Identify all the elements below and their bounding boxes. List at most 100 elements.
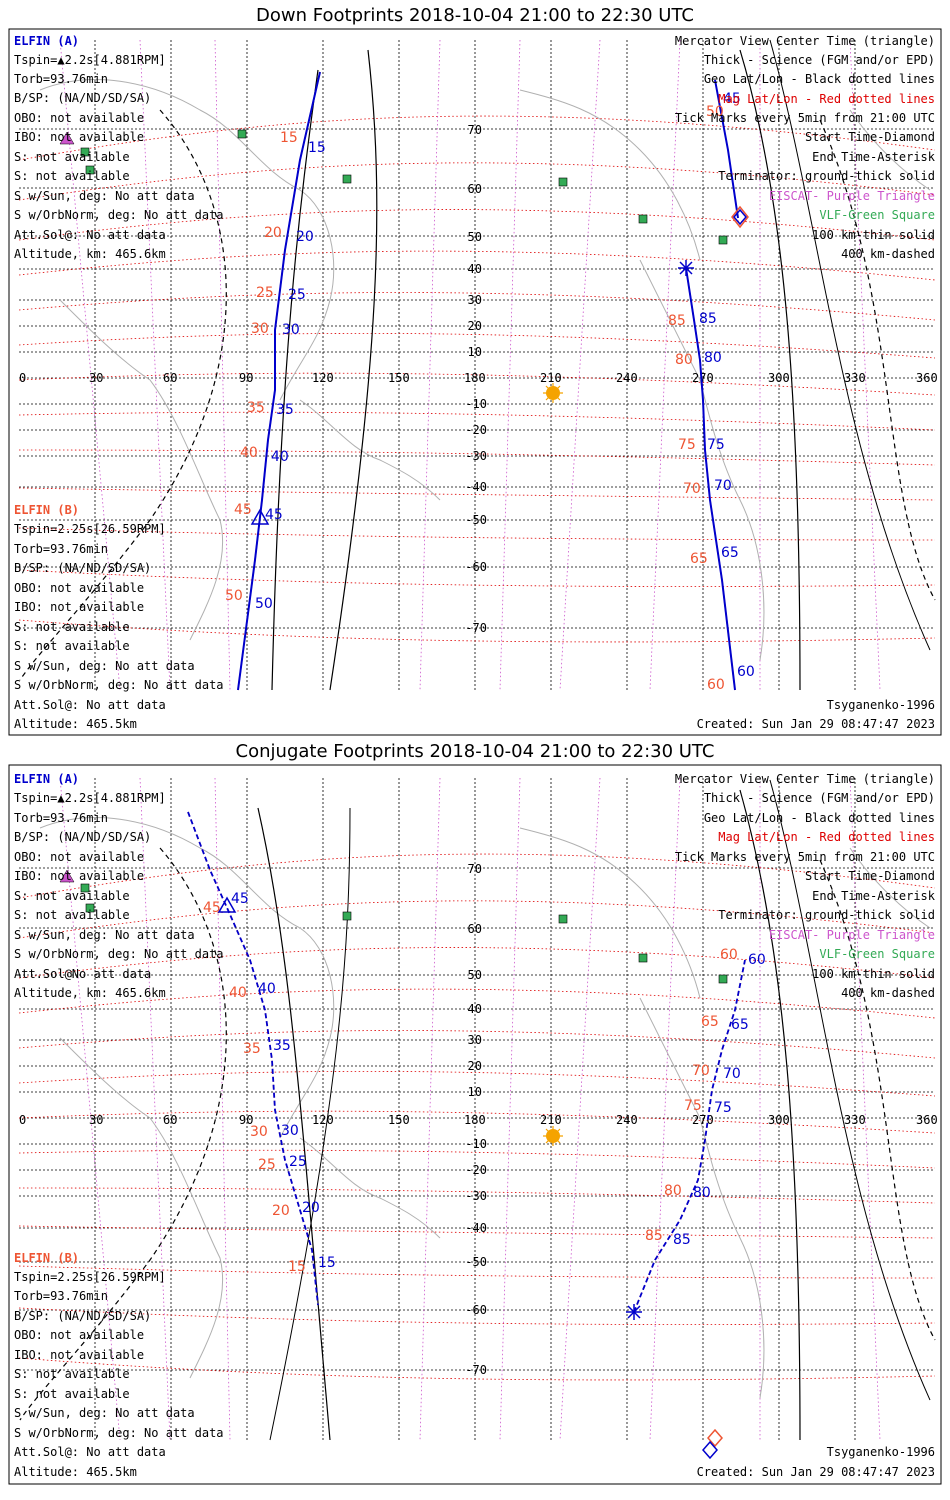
svg-text:Start Time-Diamond: Start Time-Diamond xyxy=(805,130,935,144)
svg-text:S: not available: S: not available xyxy=(14,620,130,634)
svg-text:85: 85 xyxy=(645,1228,663,1244)
svg-text:50: 50 xyxy=(706,104,724,120)
svg-text:50: 50 xyxy=(225,588,243,604)
start-diamond-icon xyxy=(731,205,749,229)
lon-tick: 120 xyxy=(312,371,334,385)
lat-tick: -50 xyxy=(465,1255,487,1269)
svg-text:Tick Marks every 5min from 21:: Tick Marks every 5min from 21:00 UTC xyxy=(675,850,935,864)
vlf-square xyxy=(85,903,95,913)
svg-text:Thick - Science (FGM and/or EP: Thick - Science (FGM and/or EPD) xyxy=(704,53,935,67)
svg-text:80: 80 xyxy=(675,352,693,368)
svg-text:25: 25 xyxy=(256,285,274,301)
svg-text:40: 40 xyxy=(271,449,289,465)
svg-text:Tspin=▲2.2s[4.881RPM]: Tspin=▲2.2s[4.881RPM] xyxy=(14,53,166,67)
svg-text:45: 45 xyxy=(231,891,249,907)
svg-text:OBO: not available: OBO: not available xyxy=(14,1328,144,1342)
svg-text:Mercator View Center Time (tri: Mercator View Center Time (triangle) xyxy=(675,772,935,786)
model-label: Tsyganenko-1996 xyxy=(827,1445,935,1459)
end-asterisk-icon xyxy=(626,1304,642,1320)
svg-text:70: 70 xyxy=(723,1066,741,1082)
svg-text:40: 40 xyxy=(229,985,247,1001)
svg-text:S w/OrbNorm, deg: No att data: S w/OrbNorm, deg: No att data xyxy=(14,678,224,692)
elfin-b-info: ELFIN (B) Tspin=2.25s[26.59RPM] Torb=93.… xyxy=(14,1251,224,1479)
svg-text:25: 25 xyxy=(289,1154,307,1170)
svg-text:60: 60 xyxy=(737,664,755,680)
svg-text:Altitude, km: 465.6km: Altitude, km: 465.6km xyxy=(14,986,166,1000)
svg-text:400 km-dashed: 400 km-dashed xyxy=(841,986,935,1000)
eiscat-triangle xyxy=(59,869,75,883)
mag-grid xyxy=(18,115,936,643)
elfin-a-track xyxy=(237,71,321,691)
svg-text:25: 25 xyxy=(258,1157,276,1173)
svg-text:IBO: not available: IBO: not available xyxy=(14,869,144,883)
lat-tick: -70 xyxy=(465,1363,487,1377)
lon-tick: 90 xyxy=(239,371,253,385)
svg-text:15: 15 xyxy=(318,1255,336,1271)
svg-text:Altitude: 465.5km: Altitude: 465.5km xyxy=(14,1465,137,1479)
elfin-tracks xyxy=(187,811,746,1313)
created-label: Created: Sun Jan 29 08:47:47 2023 xyxy=(697,1465,935,1479)
svg-text:Mag Lat/Lon - Red dotted lines: Mag Lat/Lon - Red dotted lines xyxy=(718,830,935,844)
svg-text:20: 20 xyxy=(296,229,314,245)
svg-text:100 km-thin solid: 100 km-thin solid xyxy=(812,967,935,981)
svg-text:30: 30 xyxy=(251,321,269,337)
lat-tick: -20 xyxy=(465,423,487,437)
panel-title: Down Footprints 2018-10-04 21:00 to 22:3… xyxy=(256,5,694,26)
lon-tick: 120 xyxy=(312,1113,334,1127)
svg-text:75: 75 xyxy=(678,437,696,453)
vlf-square xyxy=(237,129,247,139)
elfin-b-marks-right: 60 65 70 75 80 85 xyxy=(645,947,738,1244)
svg-text:S w/OrbNorm, deg: No att data: S w/OrbNorm, deg: No att data xyxy=(14,208,224,222)
svg-text:Mercator View Center Time (tri: Mercator View Center Time (triangle) xyxy=(675,34,935,48)
svg-text:45: 45 xyxy=(203,900,221,916)
svg-text:IBO: not available: IBO: not available xyxy=(14,600,144,614)
svg-text:S: not available: S: not available xyxy=(14,908,130,922)
legend: Mercator View Center Time (triangle) Thi… xyxy=(675,772,936,1000)
svg-text:80: 80 xyxy=(693,1185,711,1201)
svg-text:35: 35 xyxy=(273,1038,291,1054)
svg-text:Altitude, km: 465.6km: Altitude, km: 465.6km xyxy=(14,247,166,261)
svg-text:15: 15 xyxy=(280,130,298,146)
svg-text:OBO: not available: OBO: not available xyxy=(14,111,144,125)
svg-text:60: 60 xyxy=(707,677,725,693)
svg-text:EISCAT- Purple Triangle: EISCAT- Purple Triangle xyxy=(769,928,935,942)
lat-tick: 50 xyxy=(468,968,482,982)
svg-text:65: 65 xyxy=(701,1014,719,1030)
elfin-a-track-right xyxy=(685,267,736,691)
svg-text:Mag Lat/Lon - Red dotted lines: Mag Lat/Lon - Red dotted lines xyxy=(718,92,935,106)
svg-text:35: 35 xyxy=(247,400,265,416)
elfin-b-name: ELFIN (B) xyxy=(14,1251,79,1265)
lon-tick: 60 xyxy=(163,371,177,385)
svg-text:B/SP: (NA/ND/SD/SA): B/SP: (NA/ND/SD/SA) xyxy=(14,561,151,575)
lat-tick: -20 xyxy=(465,1163,487,1177)
lat-tick: -30 xyxy=(465,449,487,463)
svg-text:B/SP: (NA/ND/SD/SA): B/SP: (NA/ND/SD/SA) xyxy=(14,1309,151,1323)
mag-grid xyxy=(18,853,936,1381)
center-triangle-icon xyxy=(250,508,270,525)
svg-text:85: 85 xyxy=(668,313,686,329)
svg-text:Att.Sol@: No att data: Att.Sol@: No att data xyxy=(14,1445,166,1459)
svg-text:85: 85 xyxy=(673,1232,691,1248)
vlf-square xyxy=(638,953,648,963)
lat-tick: -10 xyxy=(465,397,487,411)
svg-text:70: 70 xyxy=(714,478,732,494)
svg-text:45: 45 xyxy=(265,507,283,523)
vlf-square xyxy=(558,177,568,187)
svg-text:S w/Sun, deg: No att data: S w/Sun, deg: No att data xyxy=(14,189,195,203)
svg-text:45: 45 xyxy=(723,91,741,107)
vlf-stations xyxy=(80,883,728,984)
svg-text:VLF-Green Square: VLF-Green Square xyxy=(819,208,935,222)
svg-text:400 km-dashed: 400 km-dashed xyxy=(841,247,935,261)
svg-text:Terminator: ground-thick solid: Terminator: ground-thick solid xyxy=(718,169,935,183)
svg-text:85: 85 xyxy=(699,311,717,327)
elfin-a-track-upper xyxy=(714,79,739,219)
lat-tick: 70 xyxy=(468,862,482,876)
lon-tick: 300 xyxy=(768,371,790,385)
lon-tick: 90 xyxy=(239,1113,253,1127)
end-asterisk-icon xyxy=(678,260,694,276)
lat-tick: -30 xyxy=(465,1189,487,1203)
svg-text:75: 75 xyxy=(707,437,725,453)
lat-tick: 20 xyxy=(468,1059,482,1073)
lon-tick: 240 xyxy=(616,1113,638,1127)
elfin-b-name: ELFIN (B) xyxy=(14,503,79,517)
